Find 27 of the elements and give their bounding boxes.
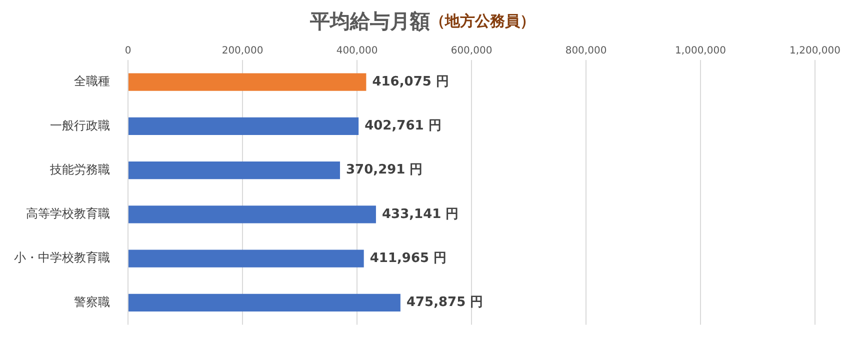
y-tick-label: 全職種 bbox=[74, 74, 110, 88]
data-label: 370,291 円 bbox=[346, 162, 423, 178]
data-label: 411,965 円 bbox=[370, 250, 447, 266]
y-tick-label: 一般行政職 bbox=[50, 118, 110, 132]
data-label: 433,141 円 bbox=[382, 206, 459, 222]
bar bbox=[128, 294, 400, 312]
bar bbox=[128, 117, 359, 136]
x-tick-label: 200,000 bbox=[222, 46, 264, 57]
data-label: 416,075 円 bbox=[372, 74, 449, 90]
chart-subtitle: （地方公務員） bbox=[430, 12, 535, 30]
data-label: 475,875 円 bbox=[406, 295, 484, 310]
x-tick-label: 1,200,000 bbox=[790, 46, 840, 57]
y-tick-label: 高等学校教育職 bbox=[26, 206, 110, 221]
x-tick-label: 600,000 bbox=[450, 46, 492, 57]
bar bbox=[128, 206, 376, 224]
y-tick-label: 小・中学校教育職 bbox=[14, 250, 110, 265]
x-tick-label: 1,000,000 bbox=[675, 46, 726, 57]
bar bbox=[128, 250, 364, 268]
bar bbox=[128, 162, 340, 180]
data-label: 402,761 円 bbox=[364, 118, 442, 134]
y-tick-label: 技能労務職 bbox=[49, 162, 110, 176]
x-tick-label: 400,000 bbox=[336, 46, 378, 57]
bar bbox=[128, 73, 366, 91]
x-tick-label: 800,000 bbox=[565, 46, 607, 57]
chart-title: 平均給与月額 bbox=[310, 8, 430, 34]
y-tick-label: 警察職 bbox=[74, 294, 110, 309]
x-tick-label: 0 bbox=[124, 46, 132, 57]
